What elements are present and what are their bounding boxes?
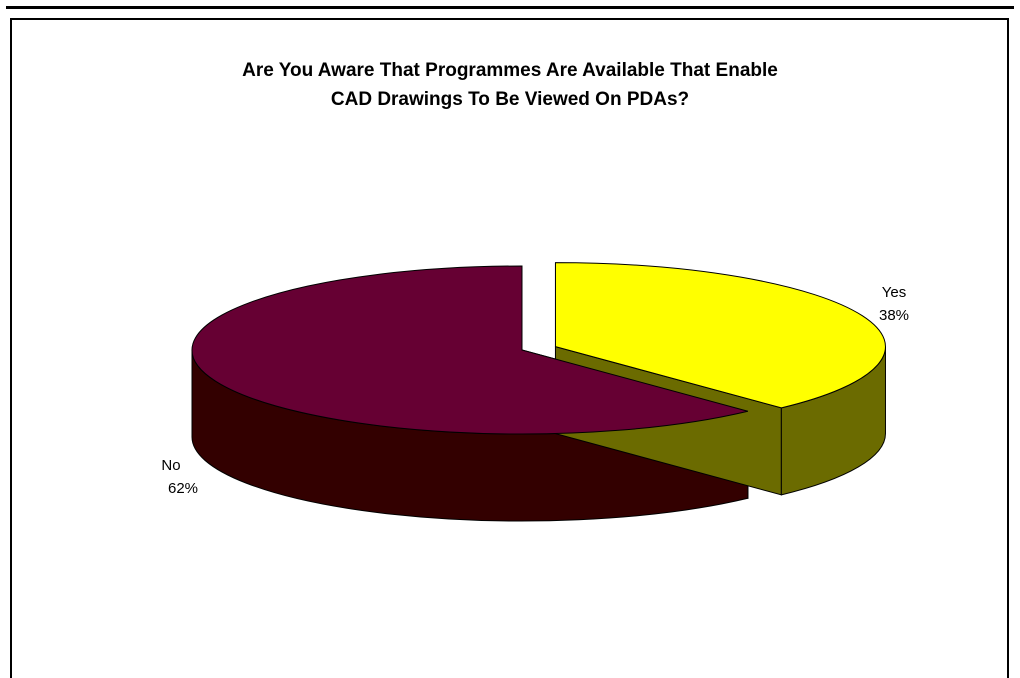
pie-chart: Yes 38% No 62% xyxy=(161,262,909,522)
slice-label-no: No xyxy=(161,457,180,474)
top-rule xyxy=(6,6,1014,9)
label-layer: Yes 38% No 62% xyxy=(161,284,909,497)
pie-layer xyxy=(191,262,886,522)
slice-label-yes: Yes xyxy=(882,284,906,301)
chart-frame xyxy=(10,18,1009,678)
chart-title: Are You Aware That Programmes Are Availa… xyxy=(0,56,1020,114)
slice-top-yes xyxy=(554,262,886,409)
chart-title-line-2: CAD Drawings To Be Viewed On PDAs? xyxy=(330,89,690,110)
chart-title-line-1: Are You Aware That Programmes Are Availa… xyxy=(242,60,778,81)
slice-percent-yes: 38% xyxy=(879,307,909,324)
slice-percent-no: 62% xyxy=(168,480,198,497)
slice-top-no xyxy=(191,265,749,435)
